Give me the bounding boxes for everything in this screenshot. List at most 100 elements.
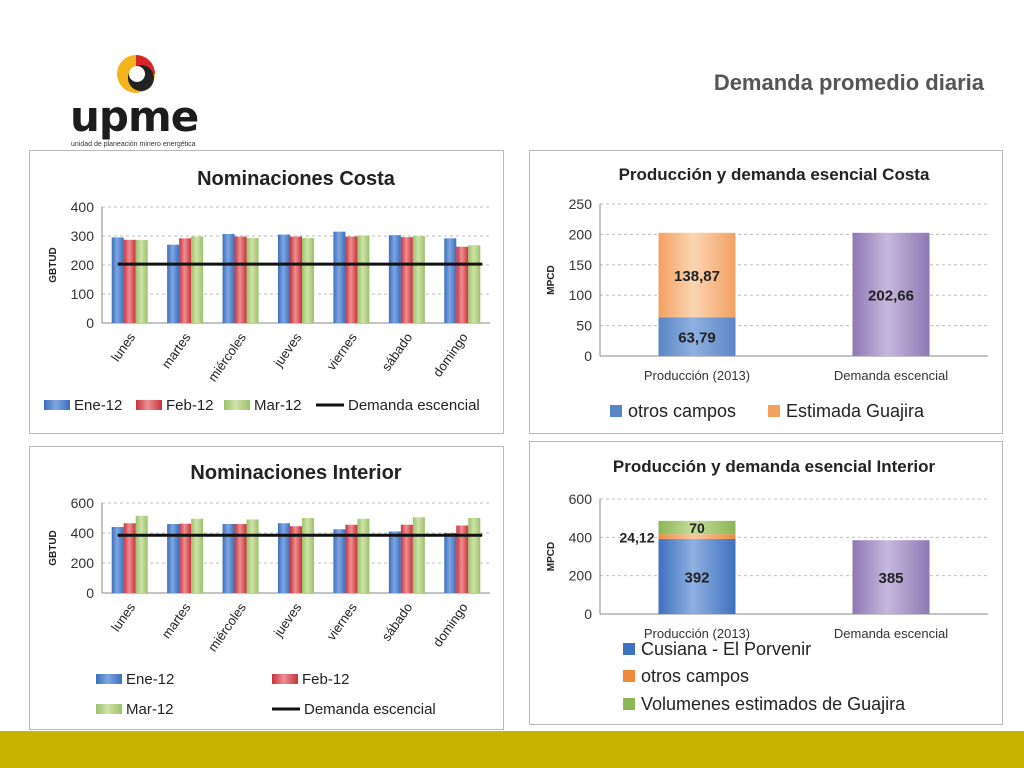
- y-tick-label: 400: [71, 199, 95, 215]
- bar: [345, 524, 358, 593]
- bar: [123, 523, 136, 593]
- bar: [468, 245, 481, 323]
- x-tick-label: domingo: [430, 600, 471, 649]
- legend-swatch: [272, 674, 298, 684]
- x-tick-label: jueves: [270, 600, 305, 641]
- bar: [456, 525, 469, 593]
- y-axis-label: GBTUD: [48, 530, 59, 566]
- legend-swatch: [96, 674, 122, 684]
- bar: [444, 238, 457, 323]
- y-tick-label: 400: [569, 529, 593, 545]
- upme-logo-text: upme: [70, 92, 199, 141]
- legend-label: otros campos: [641, 666, 749, 686]
- x-tick-label: jueves: [270, 330, 305, 371]
- x-tick-label: viernes: [324, 600, 361, 643]
- x-tick-label: miércoles: [205, 600, 249, 655]
- legend-swatch: [136, 400, 162, 410]
- bar: [222, 524, 235, 593]
- y-tick-label: 150: [569, 257, 593, 273]
- bar: [400, 237, 413, 323]
- legend-label: Volumenes estimados de Guajira: [641, 694, 906, 714]
- y-tick-label: 250: [569, 196, 593, 212]
- data-label: 138,87: [674, 268, 720, 285]
- y-tick-label: 200: [71, 555, 95, 571]
- legend-swatch: [610, 405, 622, 417]
- x-tick-label: Producción (2013): [644, 626, 750, 641]
- legend-label: Mar-12: [254, 397, 302, 414]
- bar: [357, 235, 370, 323]
- bar: [135, 515, 148, 593]
- legend-label: Estimada Guajira: [786, 401, 925, 421]
- legend-label: Feb-12: [302, 671, 350, 688]
- bar: [468, 518, 481, 593]
- chart-title: Nominaciones Interior: [190, 462, 401, 484]
- y-tick-label: 400: [71, 525, 95, 541]
- bar: [456, 246, 469, 323]
- y-tick-label: 100: [569, 287, 593, 303]
- legend-label: Ene-12: [126, 671, 174, 688]
- y-axis-label: MPCD: [546, 542, 557, 571]
- bar: [333, 231, 346, 323]
- legend-swatch: [623, 670, 635, 682]
- legend-swatch: [224, 400, 250, 410]
- y-tick-label: 0: [584, 348, 592, 364]
- bar: [278, 234, 290, 323]
- bar: [222, 233, 235, 323]
- chart-title: Producción y demanda esencial Costa: [619, 165, 930, 184]
- legend-swatch: [96, 704, 122, 714]
- x-tick-label: domingo: [430, 330, 471, 379]
- bar: [388, 531, 401, 593]
- upme-logo-emblem: [117, 55, 155, 93]
- bar: [302, 238, 314, 323]
- bar: [290, 236, 302, 323]
- bar-segment: [852, 232, 930, 356]
- upme-logo: upme unidad de planeación minero energét…: [68, 52, 218, 152]
- bar-segment: [852, 540, 930, 614]
- x-tick-label: lunes: [108, 600, 138, 634]
- bar: [179, 523, 192, 593]
- bar: [111, 237, 124, 323]
- y-tick-label: 0: [584, 606, 592, 622]
- y-tick-label: 0: [86, 585, 94, 601]
- bar: [234, 524, 247, 593]
- panel-nominaciones-interior: Nominaciones Interior GBTUD 0 200 400 600 lune…: [29, 446, 504, 730]
- panel-nominaciones-costa: Nominaciones Costa GBTUD 0 100 200 300 400 lune…: [29, 150, 504, 434]
- legend-swatch: [623, 643, 635, 655]
- chart-title: Producción y demanda esencial Interior: [613, 457, 936, 476]
- chart-title: Nominaciones Costa: [197, 168, 396, 190]
- chart-produccion-costa: Producción y demanda esencial Costa MPCD 0…: [546, 165, 988, 421]
- data-label: 392: [684, 569, 709, 586]
- y-tick-label: 200: [569, 226, 593, 242]
- data-label: 202,66: [868, 287, 914, 304]
- x-tick-label: sábado: [379, 330, 416, 374]
- chart-produccion-interior: Producción y demanda esencial Interior MP…: [546, 457, 988, 714]
- bar-segment: [658, 232, 736, 318]
- footer-band: [0, 731, 1024, 768]
- legend-label: Mar-12: [126, 701, 174, 718]
- bar: [191, 518, 204, 593]
- bar: [123, 239, 136, 323]
- page-title: Demanda promedio diaria: [713, 70, 984, 95]
- bar: [234, 236, 247, 323]
- upme-logo-subtitle: unidad de planeación minero energética: [71, 141, 196, 148]
- y-axis-label: GBTUD: [48, 247, 59, 283]
- bar: [388, 235, 401, 323]
- bar: [302, 518, 314, 593]
- bar: [111, 527, 124, 593]
- bar-segment: [658, 317, 736, 356]
- bar-segment: [658, 534, 736, 539]
- legend-swatch: [623, 698, 635, 710]
- bar: [412, 236, 425, 323]
- bar: [179, 238, 192, 323]
- x-tick-label: Demanda escencial: [834, 626, 948, 641]
- y-axis-label: MPCD: [546, 265, 557, 294]
- y-tick-label: 200: [569, 568, 593, 584]
- x-tick-label: martes: [159, 600, 194, 642]
- legend-swatch: [44, 400, 70, 410]
- bar: [278, 523, 290, 593]
- chart-nominaciones-interior: Nominaciones Interior GBTUD 0 200 400 600 lune…: [48, 462, 490, 718]
- bar: [444, 533, 457, 593]
- data-label: 63,79: [678, 330, 716, 347]
- y-tick-label: 50: [576, 318, 592, 334]
- x-tick-label: lunes: [108, 330, 138, 364]
